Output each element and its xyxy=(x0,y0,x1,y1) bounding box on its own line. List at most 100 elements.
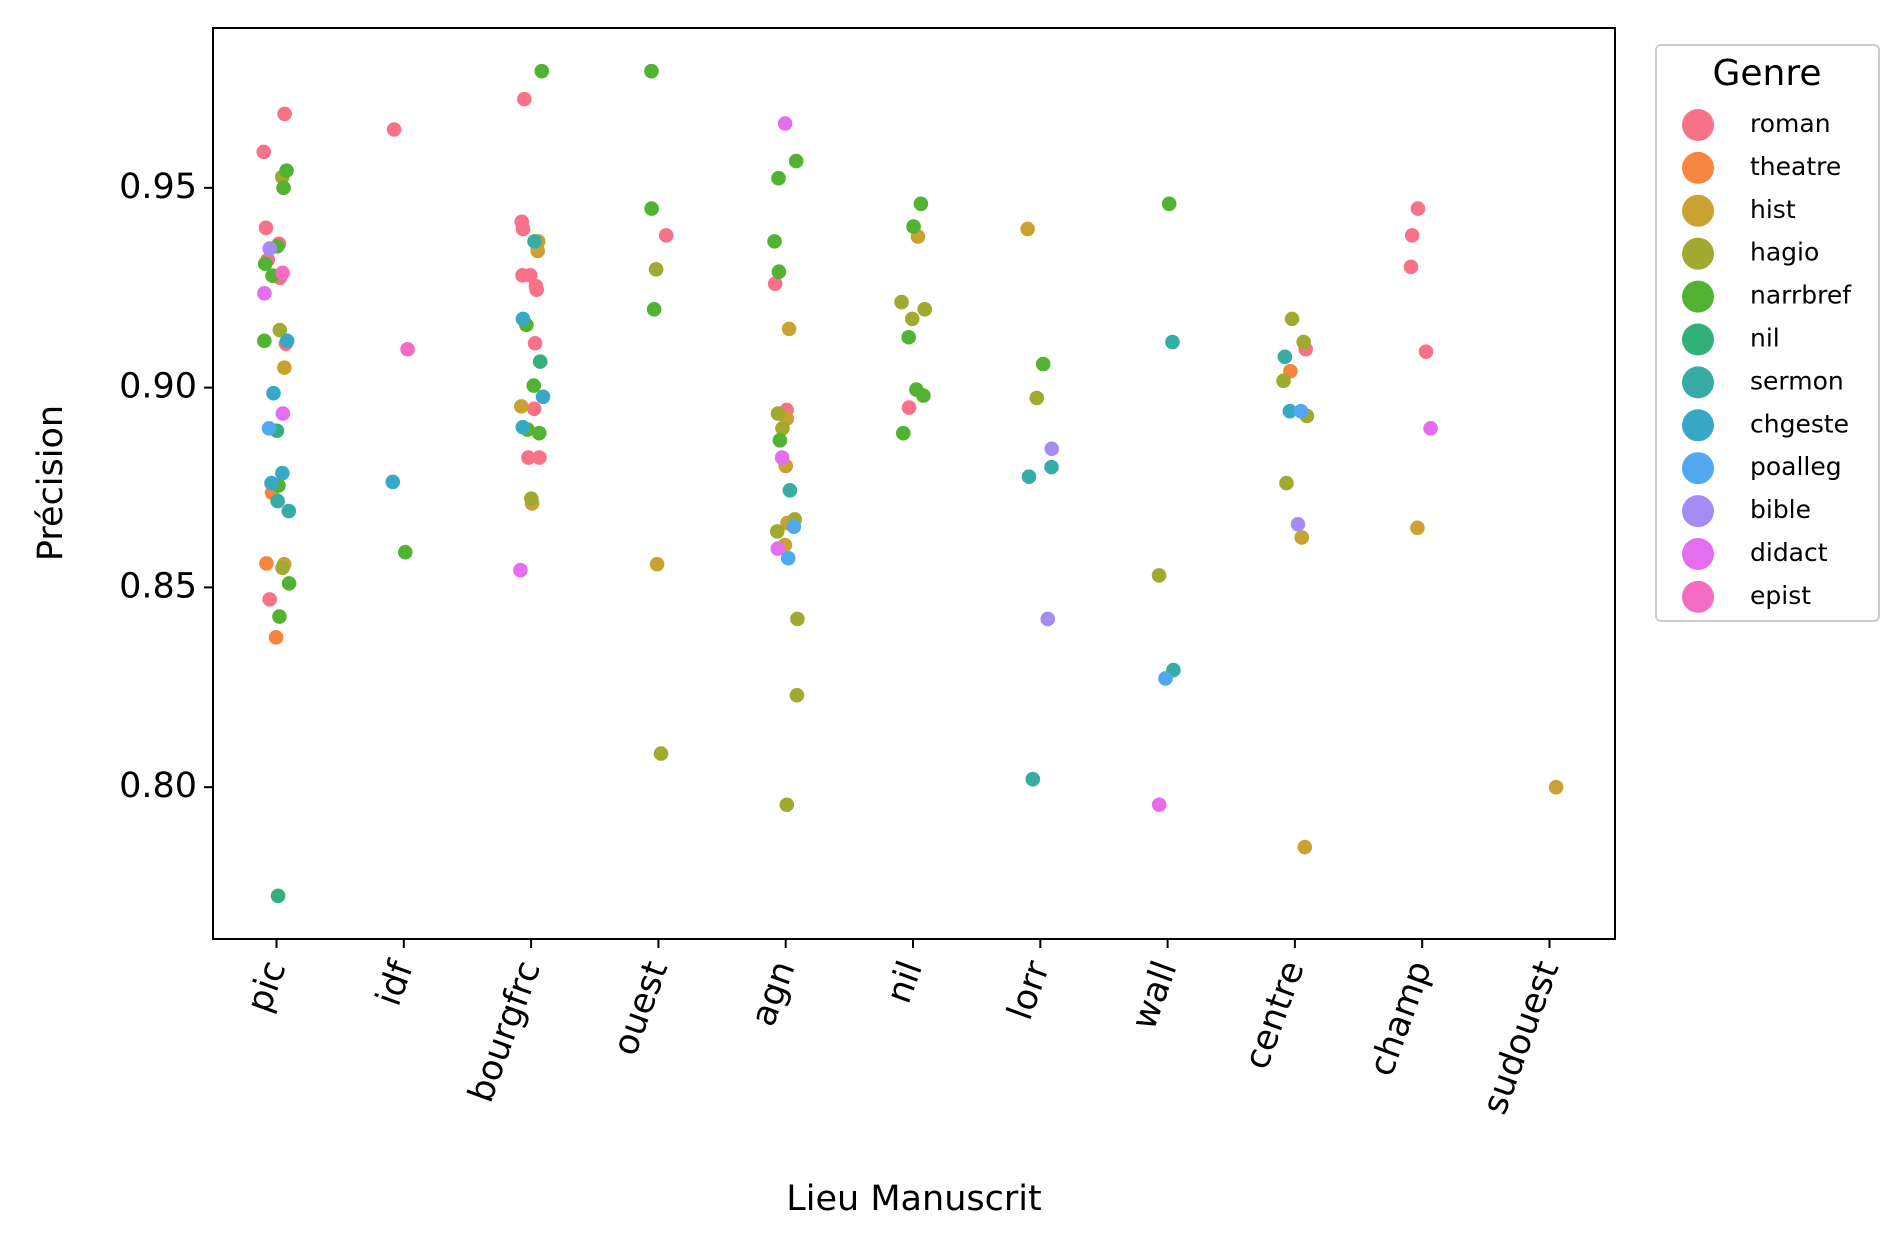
point xyxy=(529,282,544,298)
point xyxy=(1040,611,1056,627)
point xyxy=(649,556,665,572)
point xyxy=(1025,771,1041,787)
point xyxy=(913,196,929,212)
x-tick-label: lorr xyxy=(1000,955,1058,1025)
point xyxy=(1021,469,1037,485)
point xyxy=(1277,349,1293,365)
point xyxy=(1276,373,1291,389)
point xyxy=(275,265,290,281)
point xyxy=(272,322,288,338)
point xyxy=(397,544,413,560)
point xyxy=(1418,344,1434,359)
point xyxy=(275,406,291,421)
legend-box xyxy=(1655,44,1880,622)
point xyxy=(526,401,542,417)
point xyxy=(1410,201,1426,216)
point xyxy=(521,450,536,465)
x-tick-label: ouest xyxy=(605,956,676,1061)
point xyxy=(1294,530,1310,545)
legend-label: sermon xyxy=(1750,366,1844,395)
legend-label: roman xyxy=(1750,109,1831,138)
point xyxy=(535,389,551,405)
point xyxy=(790,611,805,627)
point xyxy=(385,474,401,490)
legend-marker xyxy=(1682,237,1714,270)
point xyxy=(904,311,920,327)
plot-frame xyxy=(212,27,1616,940)
point xyxy=(270,888,286,904)
point xyxy=(644,201,659,216)
point xyxy=(767,234,782,249)
point xyxy=(1044,459,1059,475)
point xyxy=(1293,403,1309,419)
point xyxy=(275,560,290,576)
point xyxy=(514,399,529,414)
point xyxy=(281,503,297,519)
legend-marker xyxy=(1682,366,1714,399)
point xyxy=(532,354,548,369)
x-tick-label: idf xyxy=(369,955,422,1011)
point xyxy=(1035,356,1051,372)
point xyxy=(522,268,538,283)
point xyxy=(646,301,662,317)
point xyxy=(256,144,272,160)
point xyxy=(515,221,531,237)
point xyxy=(769,524,785,539)
point xyxy=(261,421,277,436)
point xyxy=(1282,403,1298,419)
point xyxy=(894,294,909,310)
point xyxy=(1151,797,1167,813)
point xyxy=(901,329,916,345)
point xyxy=(257,333,272,349)
legend-marker xyxy=(1682,323,1714,356)
point xyxy=(901,400,917,415)
point xyxy=(895,425,911,441)
point xyxy=(275,465,290,481)
point xyxy=(1161,196,1177,212)
point xyxy=(789,687,805,703)
legend-label: bible xyxy=(1750,495,1811,524)
point xyxy=(515,311,531,327)
point xyxy=(767,276,783,292)
legend-label: narrbref xyxy=(1750,281,1852,310)
point xyxy=(775,421,790,436)
point xyxy=(906,219,921,234)
point xyxy=(270,493,285,509)
legend-label: chgeste xyxy=(1750,409,1849,438)
point xyxy=(1423,421,1438,436)
legend-marker xyxy=(1682,109,1714,141)
point xyxy=(781,321,797,337)
point xyxy=(531,425,547,441)
point xyxy=(1403,259,1419,275)
point xyxy=(1044,441,1060,457)
legend-label: poalleg xyxy=(1750,452,1842,481)
point xyxy=(780,550,796,566)
point xyxy=(1020,221,1035,237)
point xyxy=(1029,390,1045,406)
y-axis-label: Précision xyxy=(31,405,71,561)
point xyxy=(916,388,931,403)
point xyxy=(276,180,291,196)
point xyxy=(1284,311,1300,327)
point xyxy=(772,433,788,448)
point xyxy=(779,797,795,813)
x-axis-label: Lieu Manuscrit xyxy=(786,1179,1041,1219)
point xyxy=(786,519,802,534)
point xyxy=(1404,228,1420,243)
point xyxy=(527,335,543,351)
x-tick-label: champ xyxy=(1362,956,1440,1082)
point xyxy=(262,241,277,256)
legend-marker xyxy=(1682,151,1714,184)
point xyxy=(527,234,542,249)
legend-marker xyxy=(1682,495,1714,528)
point xyxy=(266,385,281,401)
point xyxy=(259,556,274,571)
point xyxy=(1151,568,1167,583)
point xyxy=(1165,334,1180,350)
y-tick-label: 0.95 xyxy=(119,167,197,207)
point xyxy=(771,170,786,186)
x-tick-label: agn xyxy=(743,956,803,1032)
point xyxy=(532,450,547,465)
point xyxy=(770,541,786,556)
legend-label: hist xyxy=(1750,195,1796,224)
